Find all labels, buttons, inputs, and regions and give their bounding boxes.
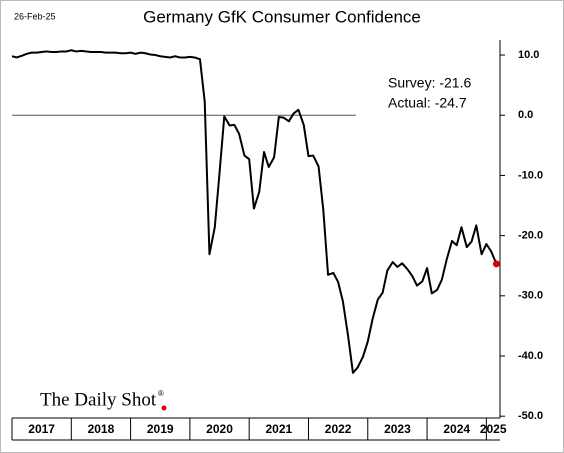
annotation: Actual: -24.7: [388, 95, 467, 111]
y-tick-label: -20.0: [518, 230, 543, 242]
x-tick-label: 2021: [265, 422, 292, 436]
date-label: 26-Feb-25: [14, 11, 56, 21]
last-point: [492, 260, 500, 268]
x-tick-label: 2022: [325, 422, 352, 436]
x-tick-label: 2025: [480, 422, 507, 436]
x-tick-label: 2024: [443, 422, 470, 436]
y-tick-label: 10.0: [518, 49, 539, 61]
y-tick-label: 0.0: [518, 109, 533, 121]
chart-title: Germany GfK Consumer Confidence: [143, 7, 421, 26]
y-tick-label: -40.0: [518, 350, 543, 362]
logo-registered: ®: [158, 389, 164, 398]
y-tick-label: -10.0: [518, 169, 543, 181]
x-tick-label: 2018: [88, 422, 115, 436]
data-line: [11, 49, 498, 374]
annotation: Survey: -21.6: [388, 75, 471, 91]
x-tick-label: 2020: [206, 422, 233, 436]
source-logo: The Daily Shot: [40, 389, 157, 410]
logo-dot: [161, 405, 167, 411]
x-tick-label: 2017: [28, 422, 55, 436]
x-tick-label: 2023: [384, 422, 411, 436]
x-tick-label: 2019: [147, 422, 174, 436]
y-tick-label: -50.0: [518, 410, 543, 422]
y-tick-label: -30.0: [518, 290, 543, 302]
